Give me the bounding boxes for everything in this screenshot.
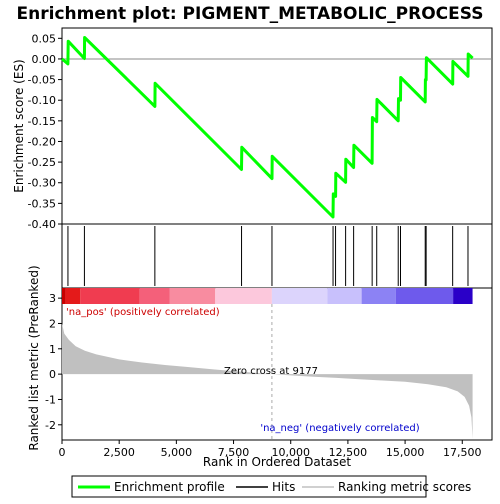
legend-hits-label: Hits (272, 480, 295, 494)
pos-label: 'na_pos' (positively correlated) (66, 307, 220, 318)
metric-y-tick-label: 2 (49, 317, 56, 330)
color-bar-segment (169, 288, 216, 304)
metric-y-tick-label: 1 (49, 343, 56, 356)
enrichment-profile-line (61, 36, 474, 219)
metric-y-tick-label: 0 (49, 368, 56, 381)
x-tick-label: 2,500 (103, 446, 135, 459)
color-bar-segment (62, 288, 66, 304)
es-plot-frame (61, 27, 493, 225)
color-bar-segment (327, 288, 362, 304)
hits-strip-frame (61, 223, 493, 289)
color-bar-segment (139, 288, 170, 304)
color-bar-segment (453, 288, 473, 304)
metric-y-tick-label: 3 (49, 292, 56, 305)
es-y-tick-label: -0.40 (28, 218, 56, 231)
metric-y-tick-label: -2 (45, 419, 56, 432)
es-y-tick-label: -0.20 (28, 135, 56, 148)
color-bar-segment (80, 288, 140, 304)
x-tick-label: 5,000 (161, 446, 193, 459)
es-y-axis-label: Enrichment score (ES) (12, 59, 26, 192)
es-y-tick-label: 0.05 (32, 32, 57, 45)
x-axis-label: Rank in Ordered Dataset (203, 455, 351, 469)
es-y-tick-label: -0.35 (28, 197, 56, 210)
es-y-tick-label: -0.10 (28, 94, 56, 107)
x-tick-label: 0 (59, 446, 66, 459)
color-bar-segment (65, 288, 81, 304)
es-y-tick-label: 0.00 (32, 53, 57, 66)
es-y-tick-label: -0.15 (28, 115, 56, 128)
rank-color-bar (62, 288, 473, 304)
x-tick-label: 17,500 (443, 446, 482, 459)
es-y-tick-label: -0.05 (28, 74, 56, 87)
es-y-tick-label: -0.30 (28, 177, 56, 190)
metric-y-axis-label: Ranked list metric (PreRanked) (27, 265, 41, 450)
legend-enrichment-label: Enrichment profile (114, 480, 225, 494)
color-bar-segment (361, 288, 396, 304)
x-tick-label: 10,000 (271, 446, 310, 459)
x-axis: 0 2,500 5,000 7,500 10,000 12,500 15,000 17,500 (59, 440, 482, 459)
hits-series (67, 226, 469, 286)
enrichment-profile-series (61, 36, 474, 219)
metric-y-tick-label: -1 (45, 393, 56, 406)
x-tick-label: 7,500 (218, 446, 250, 459)
es-y-tick-label: -0.25 (28, 156, 56, 169)
chart-title: Enrichment plot: PIGMENT_METABOLIC_PROCE… (17, 4, 484, 24)
es-y-axis: 0.05 0.00 -0.05 -0.10 -0.15 -0.20 -0.25 -0.30 -0… (28, 32, 62, 231)
neg-label: 'na_neg' (negatively correlated) (260, 423, 419, 434)
color-bar-segment (271, 288, 328, 304)
zero-cross-label: Zero cross at 9177 (224, 366, 318, 377)
color-bar-segment (215, 288, 272, 304)
x-tick-label: 12,500 (329, 446, 368, 459)
x-tick-label: 15,000 (386, 446, 425, 459)
legend-metric-label: Ranking metric scores (338, 480, 471, 494)
metric-y-axis: 3 2 1 0 -1 -2 (45, 292, 62, 432)
color-bar-segment (395, 288, 454, 304)
